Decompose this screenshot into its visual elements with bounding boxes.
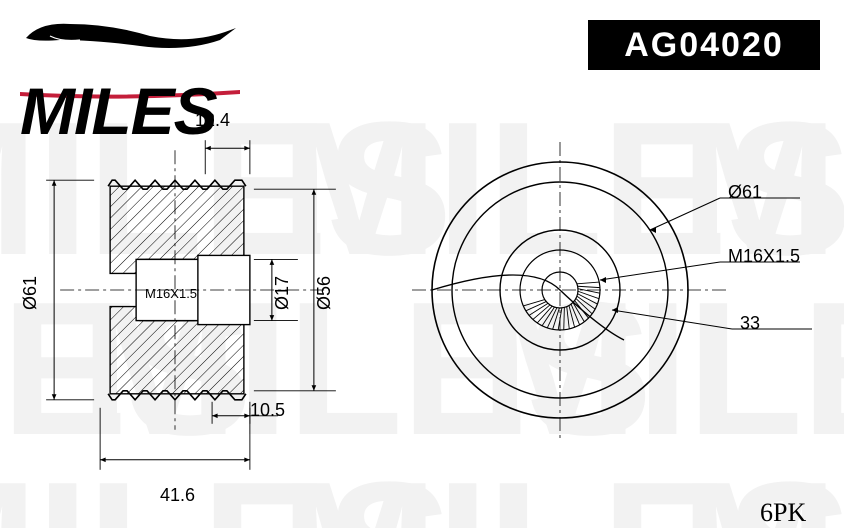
part-number-text: AG04020 (624, 26, 784, 65)
dimension-label: 41.6 (160, 485, 195, 506)
dimension-label: Ø61 (20, 276, 41, 310)
dimension-label: M16X1.5 (728, 246, 800, 267)
rib-count-label: 6PK (760, 498, 806, 528)
dimension-label: Ø56 (314, 276, 335, 310)
part-number-badge: AG04020 (588, 20, 820, 70)
dimension-label: 12.4 (195, 110, 230, 131)
dimension-label: Ø17 (272, 276, 293, 310)
dimension-label: 10.5 (250, 400, 285, 421)
dimension-label: Ø61 (728, 182, 762, 203)
dimension-label: 33 (740, 313, 760, 334)
dimension-label: M16X1.5 (145, 286, 197, 301)
